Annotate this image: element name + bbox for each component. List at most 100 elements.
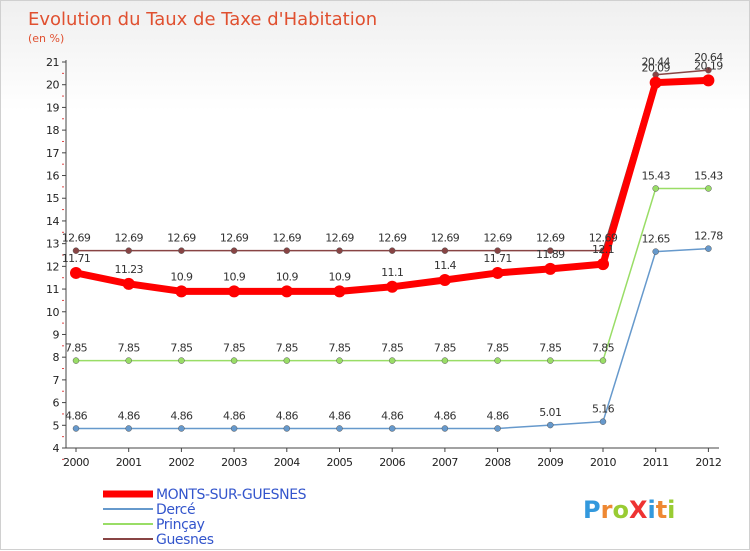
- data-label: 4.86: [487, 409, 510, 422]
- y-tick-label: 21: [46, 56, 59, 69]
- data-point: [230, 247, 238, 254]
- data-label: 20.09: [641, 62, 670, 75]
- data-point: [599, 357, 607, 364]
- data-point: [280, 285, 293, 298]
- data-label: 10.9: [170, 270, 193, 283]
- x-tick-label: 2007: [432, 456, 458, 469]
- y-tick-label: 10: [46, 306, 59, 319]
- logo-letter: i: [647, 496, 655, 524]
- data-point: [388, 247, 396, 254]
- data-point: [547, 247, 554, 254]
- y-tick-label: 16: [46, 170, 59, 183]
- legend-label: MONTS-SUR-GUESNES: [156, 487, 307, 503]
- data-label: 11.4: [434, 259, 457, 272]
- data-label: 11.89: [536, 248, 565, 261]
- data-point: [438, 273, 451, 286]
- logo-letter: P: [583, 496, 601, 524]
- data-label: 12.69: [167, 232, 196, 245]
- data-point: [336, 247, 343, 254]
- legend-entry: Guesnes: [103, 532, 214, 548]
- x-tick-label: 2000: [63, 456, 89, 469]
- data-point: [547, 357, 554, 364]
- data-label: 10.9: [276, 270, 299, 283]
- data-point: [652, 248, 659, 255]
- data-point: [178, 357, 185, 364]
- data-label: 12.69: [589, 232, 618, 245]
- data-label: 7.85: [592, 342, 615, 355]
- data-point: [441, 247, 449, 254]
- x-tick-label: 2008: [485, 456, 511, 469]
- y-tick-label: 18: [46, 124, 59, 137]
- data-label: 12.78: [694, 230, 723, 243]
- data-label: 12.69: [483, 232, 512, 245]
- data-point: [283, 425, 291, 432]
- data-label: 7.85: [328, 342, 351, 355]
- x-tick-label: 2010: [590, 456, 616, 469]
- data-point: [494, 247, 501, 254]
- data-label: 5.01: [539, 406, 561, 419]
- data-point: [178, 425, 185, 432]
- y-tick-label: 13: [46, 238, 59, 251]
- chart-subtitle: (en %): [28, 32, 64, 45]
- data-label: 4.86: [381, 409, 404, 422]
- data-point: [702, 74, 715, 87]
- series-guesnes: [72, 66, 712, 254]
- data-point: [652, 185, 659, 192]
- data-label: 7.85: [434, 342, 457, 355]
- data-label: 4.86: [276, 409, 299, 422]
- data-label: 12.69: [273, 232, 302, 245]
- y-tick-label: 8: [53, 351, 60, 364]
- y-tick-label: 15: [46, 192, 59, 205]
- x-tick-label: 2012: [695, 456, 721, 469]
- y-tick-label: 20: [46, 79, 59, 92]
- data-point: [333, 285, 346, 298]
- data-point: [544, 262, 557, 275]
- data-label: 15.43: [694, 169, 723, 182]
- y-tick-label: 7: [53, 374, 60, 387]
- data-label: 20.44: [641, 56, 670, 69]
- data-label: 7.85: [223, 342, 246, 355]
- series-layer: [70, 66, 715, 432]
- data-label: 11.71: [483, 252, 512, 265]
- data-point: [705, 185, 712, 192]
- data-point: [494, 425, 501, 432]
- data-point: [441, 357, 449, 364]
- data-label: 10.9: [223, 270, 246, 283]
- data-label: 7.85: [539, 342, 562, 355]
- data-label: 10.9: [328, 270, 351, 283]
- logo-letter: o: [612, 496, 629, 524]
- series-derc-: [72, 245, 712, 432]
- data-point: [386, 280, 399, 293]
- x-tick-label: 2011: [643, 456, 669, 469]
- x-tick-label: 2004: [274, 456, 300, 469]
- data-point: [705, 245, 712, 252]
- logo-letter: X: [629, 496, 648, 524]
- data-label: 7.85: [381, 342, 404, 355]
- data-label: 12.1: [592, 243, 614, 256]
- x-tick-label: 2009: [537, 456, 563, 469]
- legend-label: Prinçay: [156, 517, 205, 533]
- series-monts-sur-guesnes: [70, 74, 715, 298]
- data-point: [72, 357, 80, 364]
- data-point: [228, 285, 241, 298]
- data-point: [597, 258, 609, 271]
- data-label: 11.23: [114, 263, 143, 276]
- logo-letter: i: [667, 496, 675, 524]
- x-tick-label: 2005: [327, 456, 353, 469]
- data-label: 7.85: [65, 342, 88, 355]
- data-label: 12.69: [220, 232, 249, 245]
- x-tick-label: 2006: [379, 456, 405, 469]
- data-point: [230, 425, 238, 432]
- series-prin-ay: [72, 185, 712, 364]
- y-tick-label: 17: [46, 147, 59, 160]
- data-label: 7.85: [487, 342, 510, 355]
- y-tick-label: 6: [53, 397, 60, 410]
- y-tick-label: 11: [46, 283, 59, 296]
- logo-letter: r: [601, 496, 613, 524]
- data-point: [336, 425, 343, 432]
- legend-entry: Prinçay: [103, 517, 205, 533]
- x-tick-label: 2002: [168, 456, 194, 469]
